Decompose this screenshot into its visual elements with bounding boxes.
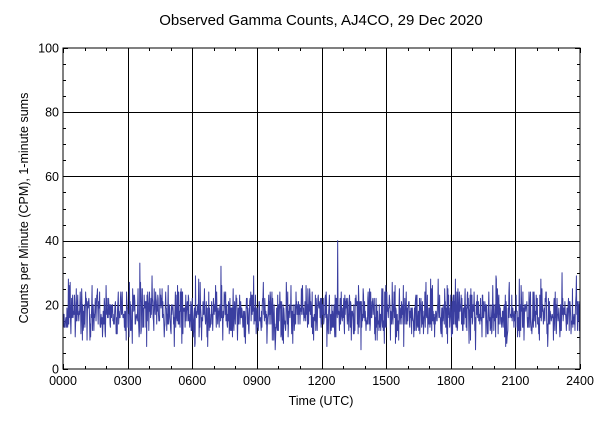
x-tick-label: 1200 bbox=[308, 374, 336, 388]
y-tick-label: 80 bbox=[45, 106, 59, 120]
y-tick-label: 0 bbox=[52, 363, 59, 377]
x-tick-label: 1800 bbox=[437, 374, 465, 388]
x-axis-label: Time (UTC) bbox=[289, 394, 354, 408]
y-tick-label: 100 bbox=[38, 42, 59, 56]
x-tick-label: 0600 bbox=[178, 374, 206, 388]
grid-lines bbox=[63, 48, 580, 369]
x-tick-labels: 0000 0300 0600 0900 1200 1500 1800 2100 2400 bbox=[49, 374, 594, 388]
x-tick-label: 2100 bbox=[501, 374, 529, 388]
series-layer bbox=[62, 240, 581, 351]
y-tick-label: 40 bbox=[45, 234, 59, 248]
x-tick-label: 1500 bbox=[372, 374, 400, 388]
x-tick-label: 0000 bbox=[49, 374, 77, 388]
y-axis-label: Counts per Minute (CPM), 1-minute sums bbox=[17, 93, 31, 324]
chart-title: Observed Gamma Counts, AJ4CO, 29 Dec 202… bbox=[159, 12, 483, 29]
x-tick-label: 0900 bbox=[243, 374, 271, 388]
x-tick-label: 2400 bbox=[566, 374, 594, 388]
y-tick-label: 20 bbox=[45, 298, 59, 312]
series-line bbox=[62, 240, 581, 351]
y-tick-label: 60 bbox=[45, 170, 59, 184]
plot-frame bbox=[62, 47, 581, 370]
x-tick-label: 0300 bbox=[114, 374, 142, 388]
y-tick-labels: 0 20 40 60 80 100 bbox=[38, 42, 59, 377]
